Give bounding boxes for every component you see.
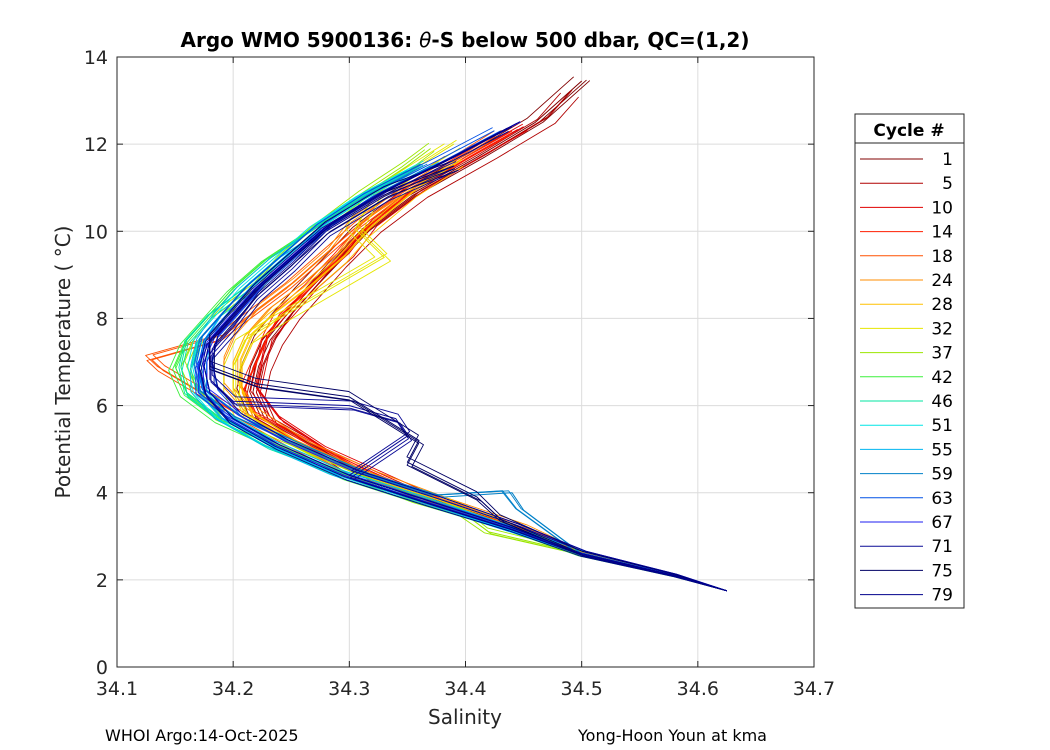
legend-label: 32 <box>931 319 953 339</box>
legend-item: 71 <box>860 537 953 557</box>
y-axis-label: Potential Temperature ( °C) <box>51 226 75 499</box>
legend-item: 18 <box>860 247 953 267</box>
x-tick-label: 34.6 <box>677 678 719 700</box>
legend-item: 14 <box>860 223 953 243</box>
y-tick-label: 6 <box>96 396 108 418</box>
series-line-variant <box>200 130 728 592</box>
legend-item: 24 <box>860 271 953 291</box>
legend-item: 55 <box>860 440 953 460</box>
footer-credit-left: WHOI Argo:14-Oct-2025 <box>105 726 299 745</box>
legend-item: 42 <box>860 368 953 388</box>
legend-label: 14 <box>931 223 953 243</box>
legend-label: 10 <box>931 198 953 218</box>
legend-label: 5 <box>942 174 953 194</box>
legend-item: 10 <box>860 198 953 218</box>
legend-item: 59 <box>860 465 953 485</box>
legend-label: 24 <box>931 271 953 291</box>
chart-title-symbol: θ <box>419 28 431 52</box>
series-line-variant <box>208 160 728 592</box>
footer-credit-right: Yong-Hoon Youn at kma <box>578 726 767 745</box>
x-tick-label: 34.4 <box>444 678 486 700</box>
series-line-variant <box>211 161 728 592</box>
legend-label: 59 <box>931 465 953 485</box>
legend-item: 79 <box>860 586 953 606</box>
x-tick-label: 34.2 <box>212 678 254 700</box>
legend-item: 46 <box>860 392 953 412</box>
legend-label: 51 <box>931 416 953 436</box>
legend-label: 46 <box>931 392 953 412</box>
legend-label: 75 <box>931 561 953 581</box>
legend-title: Cycle # <box>873 121 944 141</box>
legend-label: 55 <box>931 440 953 460</box>
series-line-variant <box>213 169 728 592</box>
x-tick-label: 34.3 <box>328 678 370 700</box>
series-lines <box>145 76 728 592</box>
series-79 <box>198 121 728 592</box>
legend: Cycle # 1 5 10 14 18 24 28 32 37 42 46 51 55 59 63 67 71… <box>854 113 965 609</box>
series-line-variant <box>198 127 728 592</box>
axis-ticks: 34.1 34.2 34.3 34.4 34.5 34.6 34.7 0 2 4 6 8 10 12 14 <box>84 47 835 700</box>
legend-item: 63 <box>860 489 953 509</box>
legend-box <box>854 113 965 609</box>
legend-item: 1 <box>860 150 953 170</box>
x-tick-label: 34.5 <box>561 678 603 700</box>
series-line-variant <box>211 121 728 592</box>
y-tick-label: 8 <box>96 308 108 330</box>
legend-label: 71 <box>931 537 953 557</box>
y-tick-label: 14 <box>84 47 108 69</box>
legend-label: 18 <box>931 247 953 267</box>
y-tick-label: 10 <box>84 221 108 243</box>
x-axis-label: Salinity <box>428 705 502 729</box>
y-tick-label: 2 <box>96 570 108 592</box>
legend-item: 28 <box>860 295 953 315</box>
x-tick-label: 34.1 <box>96 678 138 700</box>
legend-label: 63 <box>931 489 953 509</box>
legend-label: 1 <box>942 150 953 170</box>
legend-item: 51 <box>860 416 953 436</box>
series-line-variant <box>209 168 728 592</box>
legend-label: 79 <box>931 586 953 606</box>
x-tick-label: 34.7 <box>793 678 835 700</box>
legend-item: 32 <box>860 319 953 339</box>
chart-title: Argo WMO 5900136: θ-S below 500 dbar, QC… <box>181 28 750 52</box>
chart-title-suffix: -S below 500 dbar, QC=(1,2) <box>431 28 749 52</box>
legend-item: 75 <box>860 561 953 581</box>
legend-label: 42 <box>931 368 953 388</box>
chart-title-prefix: Argo WMO 5900136: <box>181 28 420 52</box>
y-tick-label: 12 <box>84 134 108 156</box>
series-line-variant <box>237 157 728 592</box>
legend-item: 5 <box>860 174 953 194</box>
series-line-variant <box>200 163 728 592</box>
y-tick-label: 0 <box>96 657 108 679</box>
legend-label: 28 <box>931 295 953 315</box>
legend-label: 37 <box>931 344 953 364</box>
y-tick-label: 4 <box>96 483 108 505</box>
legend-item: 67 <box>860 513 953 533</box>
legend-label: 67 <box>931 513 953 533</box>
legend-item: 37 <box>860 344 953 364</box>
legend-items: 1 5 10 14 18 24 28 32 37 42 46 51 55 59 63 67 71 75 79 <box>860 150 953 606</box>
series-line-variant <box>184 142 728 592</box>
